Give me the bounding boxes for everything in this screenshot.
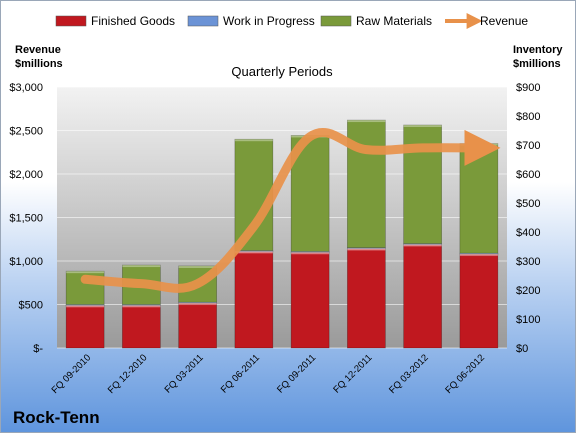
- bar-highlight-finished-goods-0: [66, 305, 105, 308]
- bar-highlight-raw-materials-2: [178, 265, 217, 268]
- bar-highlight-work-in-progress-7: [459, 253, 498, 256]
- x-tick-label-1: FQ 12-2010: [106, 352, 150, 396]
- bar-finished-goods-2: [178, 302, 217, 349]
- left-tick-label-1: $500: [19, 300, 43, 312]
- bar-finished-goods-6: [403, 244, 442, 349]
- x-tick-label-7: FQ 06-2012: [443, 352, 487, 396]
- right-tick-label-9: $900: [516, 82, 540, 94]
- bar-finished-goods-7: [459, 253, 499, 349]
- bar-highlight-finished-goods-3: [234, 251, 273, 254]
- bar-highlight-raw-materials-0: [66, 271, 105, 274]
- bar-highlight-finished-goods-2: [178, 303, 217, 306]
- legend-label-raw-materials: Raw Materials: [356, 14, 432, 28]
- x-tick-label-0: FQ 09-2010: [50, 352, 94, 396]
- bar-finished-goods-1: [122, 305, 161, 349]
- legend-swatch-finished-goods: [55, 15, 87, 27]
- revenue-line-group: [80, 127, 501, 293]
- bar-finished-goods-0: [65, 305, 105, 349]
- bar-highlight-finished-goods-4: [291, 252, 330, 255]
- legend-label-revenue: Revenue: [480, 14, 528, 28]
- bar-highlight-finished-goods-5: [347, 248, 386, 251]
- right-tick-label-0: $0: [516, 343, 528, 355]
- bar-highlight-work-in-progress-4: [291, 251, 330, 254]
- x-tick-label-5: FQ 12-2011: [331, 352, 374, 395]
- left-axis-ticks: $- $500 $1,000 $1,500 $2,000 $2,500 $3,000: [9, 82, 43, 355]
- right-tick-label-5: $500: [516, 198, 540, 210]
- left-tick-label-5: $2,500: [9, 126, 43, 138]
- bar-raw-materials-7: [459, 143, 499, 254]
- bar-highlight-finished-goods-6: [403, 244, 442, 247]
- left-tick-label-0: $-: [33, 343, 43, 355]
- bar-finished-goods-4: [290, 252, 330, 349]
- bar-highlight-work-in-progress-1: [122, 304, 161, 307]
- company-name: Rock-Tenn: [13, 408, 100, 427]
- bar-raw-materials-6: [403, 124, 442, 244]
- revenue-line: [80, 127, 501, 293]
- legend-label-work-in-progress: Work in Progress: [223, 14, 315, 28]
- left-tick-label-6: $3,000: [9, 82, 43, 94]
- bar-highlight-finished-goods-7: [459, 254, 498, 257]
- x-tick-label-4: FQ 09-2011: [275, 352, 318, 395]
- x-axis-ticks: FQ 09-2010 FQ 12-2010 FQ 03-2011 FQ 06-2011…: [50, 352, 487, 396]
- right-tick-label-3: $300: [516, 256, 540, 268]
- left-axis-title-line2: $millions: [15, 58, 63, 70]
- bar-raw-materials-5: [347, 119, 386, 248]
- bar-highlight-work-in-progress-2: [178, 302, 217, 305]
- right-axis-ticks: $0 $100 $200 $300 $400 $500 $600 $700 $800 $900: [516, 82, 540, 355]
- right-axis-title-line2: $millions: [513, 58, 561, 70]
- bar-highlight-work-in-progress-5: [347, 247, 386, 250]
- bar-highlight-work-in-progress-6: [403, 243, 442, 246]
- left-tick-label-4: $2,000: [9, 169, 43, 181]
- bar-highlight-raw-materials-5: [347, 120, 386, 123]
- legend-swatch-raw-materials: [320, 15, 352, 27]
- right-tick-label-1: $100: [516, 314, 540, 326]
- x-tick-label-6: FQ 03-2012: [387, 352, 431, 396]
- left-tick-label-3: $1,500: [9, 213, 43, 225]
- x-tick-label-3: FQ 06-2011: [219, 352, 262, 395]
- right-axis-title-line1: Inventory: [513, 44, 563, 56]
- legend-swatch-work-in-progress: [187, 15, 219, 27]
- bar-highlight-finished-goods-1: [122, 305, 161, 308]
- right-tick-label-7: $700: [516, 140, 540, 152]
- left-axis-title-line1: Revenue: [15, 44, 61, 56]
- bar-highlight-raw-materials-6: [403, 124, 442, 127]
- right-tick-label-4: $400: [516, 227, 540, 239]
- legend: Finished Goods Work in Progress Raw Materi…: [55, 13, 528, 29]
- right-tick-label-8: $800: [516, 111, 540, 123]
- bar-finished-goods-5: [347, 248, 386, 349]
- bar-highlight-raw-materials-3: [234, 139, 273, 142]
- chart-title: Quarterly Periods: [231, 64, 333, 79]
- bar-highlight-work-in-progress-3: [234, 250, 273, 253]
- left-tick-label-2: $1,000: [9, 256, 43, 268]
- right-tick-label-2: $200: [516, 285, 540, 297]
- legend-label-finished-goods: Finished Goods: [91, 14, 175, 28]
- x-tick-label-2: FQ 03-2011: [163, 352, 206, 395]
- bar-finished-goods-3: [234, 251, 274, 349]
- bar-highlight-raw-materials-1: [122, 265, 161, 268]
- bar-highlight-work-in-progress-0: [66, 304, 105, 307]
- right-tick-label-6: $600: [516, 169, 540, 181]
- bar-raw-materials-3: [234, 138, 274, 251]
